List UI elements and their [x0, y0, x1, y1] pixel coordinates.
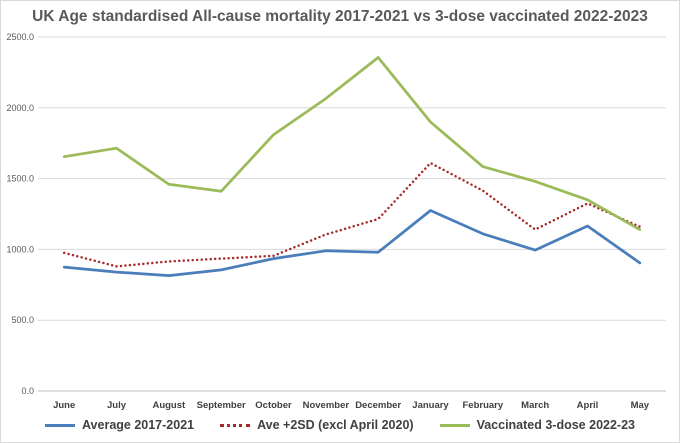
- y-tick-label: 2000.0: [6, 103, 34, 113]
- y-tick-label: 500.0: [11, 315, 34, 325]
- chart-title: UK Age standardised All-cause mortality …: [32, 8, 648, 25]
- legend-item-average: Average 2017-2021: [44, 418, 195, 432]
- legend-label-vaccinated: Vaccinated 3-dose 2022-23: [476, 418, 635, 432]
- x-tick-label: December: [355, 400, 401, 411]
- legend-item-vaccinated: Vaccinated 3-dose 2022-23: [439, 418, 635, 432]
- legend-label-average: Average 2017-2021: [81, 418, 195, 432]
- series-line-2: [62, 56, 642, 231]
- x-tick-label: June: [53, 400, 75, 411]
- legend-swatch-vaccinated: [439, 423, 470, 427]
- legend-swatch-average: [44, 423, 75, 427]
- gridlines: [38, 36, 666, 392]
- x-tick-label: August: [152, 400, 186, 411]
- y-axis-ticks: 0.0 500.0 1000.0 1500.0 2000.0 2500.0: [6, 32, 34, 396]
- y-tick-label: 2500.0: [6, 32, 34, 42]
- legend-swatch-ave-2sd: [220, 423, 251, 427]
- x-tick-label: November: [303, 400, 350, 411]
- x-tick-label: April: [577, 400, 599, 411]
- series-line-0: [62, 209, 642, 277]
- legend: Average 2017-2021 Ave +2SD (excl April 2…: [0, 418, 680, 432]
- legend-label-ave-2sd: Ave +2SD (excl April 2020): [257, 418, 414, 432]
- x-tick-label: July: [107, 400, 127, 411]
- y-tick-label: 0.0: [21, 386, 34, 396]
- x-tick-label: January: [412, 400, 449, 411]
- legend-item-ave-2sd: Ave +2SD (excl April 2020): [220, 418, 414, 432]
- series-lines: [62, 56, 642, 277]
- x-tick-label: May: [631, 400, 650, 411]
- x-tick-label: March: [521, 400, 549, 411]
- y-tick-label: 1500.0: [6, 174, 34, 184]
- series-line-1: [62, 161, 642, 268]
- x-tick-label: October: [255, 400, 292, 411]
- x-tick-label: September: [197, 400, 246, 411]
- y-tick-label: 1000.0: [6, 244, 34, 254]
- x-tick-label: February: [463, 400, 504, 411]
- x-axis-ticks: June July August September October November De…: [53, 400, 650, 411]
